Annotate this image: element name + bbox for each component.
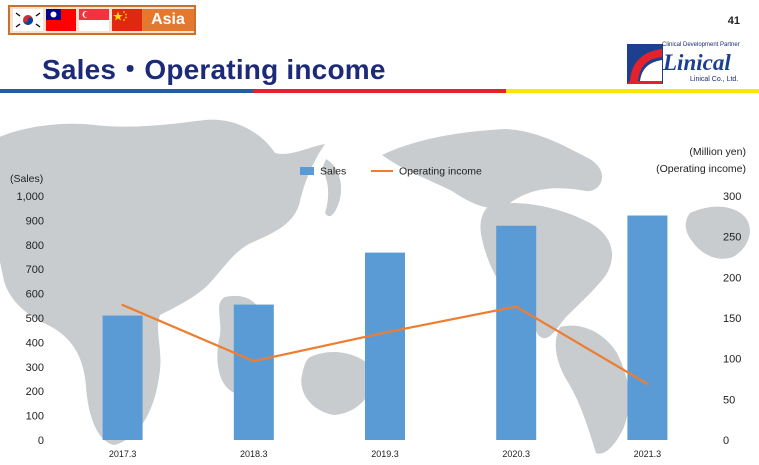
x-axis-tick-label: 2020.3 (502, 449, 530, 459)
logo-company: Linical Co., Ltd. (690, 76, 739, 83)
china-flag-icon (112, 9, 142, 31)
operating-income-line-layer (121, 303, 649, 386)
right-axis-ticks: 0 50 100 150 200 250 300 (723, 191, 741, 447)
right-axis-tick-label: 100 (723, 354, 741, 366)
left-axis-label: (Sales) (10, 173, 43, 185)
left-axis-tick-label: 400 (26, 337, 44, 349)
logo-tagline: Clinical Development Partner (662, 42, 740, 48)
operating-income-point (121, 303, 124, 307)
region-badge: Asia (8, 5, 196, 35)
left-axis-tick-label: 100 (26, 411, 44, 423)
right-axis-tick-label: 150 (723, 313, 741, 325)
sales-bar (496, 225, 537, 440)
right-axis-tick-label: 200 (723, 272, 741, 284)
operating-income-point (515, 305, 518, 308)
sales-bars (102, 215, 668, 440)
left-axis-tick-label: 500 (26, 313, 44, 325)
right-axis-tick-label: 50 (723, 394, 735, 406)
sales-bar (365, 252, 405, 440)
operating-income-point (252, 359, 255, 363)
region-label: Asia (142, 9, 194, 31)
sales-bar (102, 315, 143, 440)
x-axis-tick-label: 2021.3 (634, 449, 662, 459)
left-axis-tick-label: 1,000 (16, 191, 44, 203)
left-axis-ticks: 0 100 200 300 400 500 600 700 800 900 1,000 (16, 191, 44, 447)
left-axis-tick-label: 600 (26, 289, 44, 301)
right-axis-label-line2: (Operating income) (656, 163, 746, 175)
x-axis-tick-label: 2019.3 (371, 449, 399, 459)
sales-bar (627, 215, 668, 440)
operating-income-point (383, 331, 387, 334)
right-axis-label-line1: (Million yen) (689, 146, 746, 158)
sales-operating-income-chart: Sales Operating income (Sales) (Million … (0, 119, 750, 459)
x-axis-labels: 2017.3 2018.3 2019.3 2020.3 2021.3 (109, 449, 661, 459)
sales-bar (233, 304, 274, 440)
left-axis-tick-label: 200 (26, 386, 44, 398)
legend-operating-income-label: Operating income (399, 166, 482, 178)
right-axis-tick-label: 0 (723, 435, 729, 447)
singapore-flag-icon (79, 9, 109, 31)
page-number: 41 (727, 15, 740, 27)
company-logo: Clinical Development Partner Linical Lin… (626, 42, 750, 88)
title-underline (0, 89, 759, 93)
legend-sales-swatch (300, 167, 314, 175)
logo-mark-icon (627, 44, 663, 84)
left-axis-tick-label: 800 (26, 240, 44, 252)
south-korea-flag-icon (13, 9, 43, 31)
left-axis-tick-label: 300 (26, 362, 44, 374)
legend-sales-label: Sales (320, 166, 346, 178)
x-axis-tick-label: 2017.3 (109, 449, 137, 459)
operating-income-point (646, 382, 649, 386)
left-axis-tick-label: 0 (38, 435, 44, 447)
right-axis-tick-label: 300 (723, 191, 741, 203)
right-axis-tick-label: 250 (723, 232, 741, 244)
left-axis-tick-label: 700 (26, 264, 44, 276)
taiwan-flag-icon (46, 9, 76, 31)
left-axis-tick-label: 900 (26, 215, 44, 227)
chart-legend: Sales Operating income (300, 166, 482, 178)
page-title: Sales・Operating income (42, 54, 386, 85)
logo-name: Linical (663, 50, 731, 75)
x-axis-tick-label: 2018.3 (240, 449, 268, 459)
